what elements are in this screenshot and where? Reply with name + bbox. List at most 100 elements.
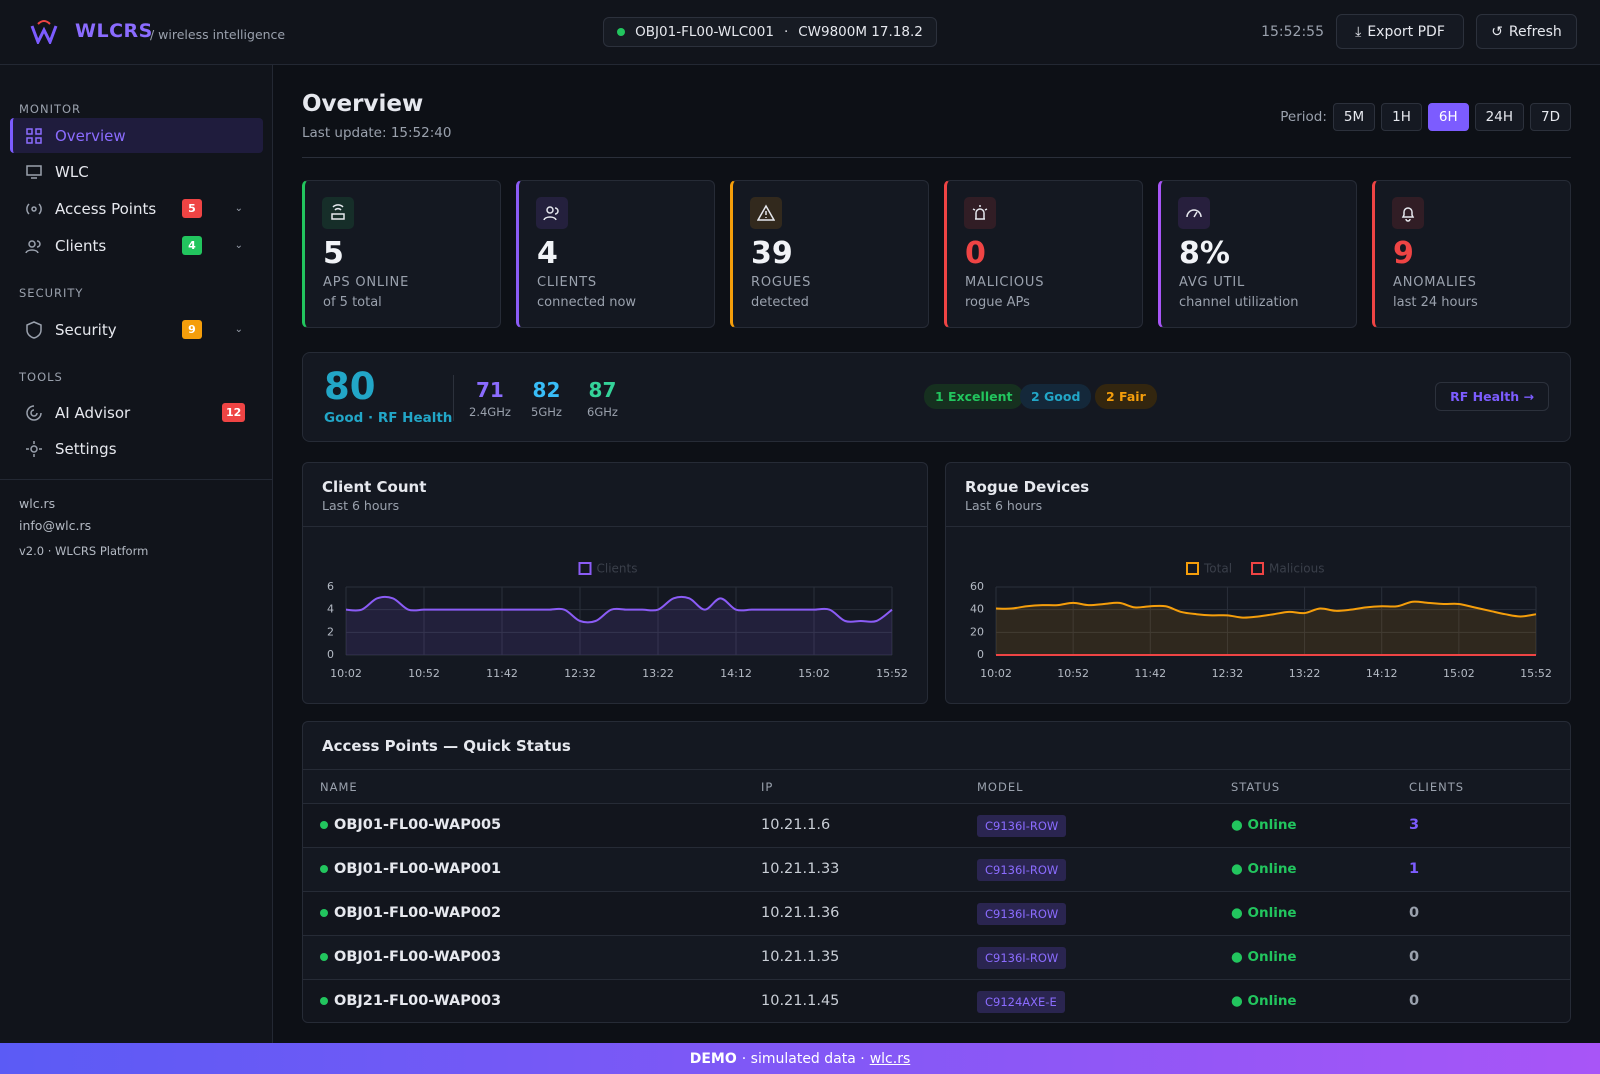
stat-label: CLIENTS [537,275,597,290]
ap-clients: 1 [1409,861,1420,877]
nav-item[interactable]: Settings [10,431,263,466]
table-row[interactable]: OBJ21-FL00-WAP003 10.21.1.45 C9124AXE-E ● O… [303,979,1570,1022]
nav-label: Settings [55,439,117,458]
status-dot [320,909,328,917]
column-header: MODEL [977,780,1024,794]
icon-path [26,440,42,457]
demo-banner: DEMO · simulated data · wlc.rs [0,1043,1600,1074]
nav-item[interactable]: Overview [10,118,263,153]
nav-item[interactable]: WLC [10,154,263,189]
period-button[interactable]: 6H [1427,103,1469,131]
table-title: Access Points — Quick Status [322,737,571,755]
x-tick-label: 11:42 [1134,667,1166,680]
legend-swatch [1186,562,1199,575]
column-header: IP [761,780,774,794]
period-button[interactable]: 7D [1530,103,1571,131]
stat-icon [750,197,782,229]
y-tick-label: 40 [970,603,984,616]
rating-pill: 1 Excellent [924,384,1024,409]
y-tick-label: 0 [977,648,984,661]
icon-path [543,206,559,221]
export-button[interactable]: ⤓ Export PDF [1336,14,1464,49]
nav-item[interactable]: Access Points 5 ⌄ [10,191,263,226]
y-tick-label: 6 [327,580,334,593]
x-tick-label: 15:02 [798,667,830,680]
chevron: ⌄ [234,324,243,335]
nav-item[interactable]: Security 9 ⌄ [10,312,263,347]
icon [26,202,42,215]
nav-label: AI Advisor [55,403,131,422]
band: 82 5GHz [531,378,562,419]
icon [757,204,775,221]
stat-note: last 24 hours [1393,295,1478,310]
ap-model: C9136I-ROW [977,903,1067,925]
stat-note: detected [751,295,809,310]
table-row[interactable]: OBJ01-FL00-WAP001 10.21.1.33 C9136I-ROW ● O… [303,847,1570,891]
platform-version: v2.0 · WLCRS Platform [19,544,149,558]
table-row[interactable]: OBJ01-FL00-WAP002 10.21.1.36 C9136I-ROW ● O… [303,891,1570,935]
ap-ip: 10.21.1.35 [761,949,840,965]
rating-pill: 2 Good [1020,384,1092,409]
column-header: CLIENTS [1409,780,1465,794]
y-tick-label: 60 [970,580,984,593]
ap-clients: 0 [1409,993,1420,1009]
stat-card: 8% AVG UTIL channel utilization [1158,180,1357,328]
table-row[interactable]: OBJ01-FL00-WAP005 10.21.1.6 C9136I-ROW ● On… [303,803,1570,847]
divider [302,157,1571,158]
period-label: Period: [1280,109,1327,125]
band-score: 82 [532,378,561,402]
rating-pill: 2 Fair [1095,384,1157,409]
status-dot [320,953,328,961]
band-label: 6GHz [587,405,618,419]
x-tick-label: 14:12 [720,667,752,680]
legend-label: Clients [597,562,638,576]
band-label: 5GHz [531,405,562,419]
demo-link[interactable]: wlc.rs [869,1050,911,1067]
last-update: Last update: 15:52:40 [302,125,452,141]
band: 87 6GHz [587,378,618,419]
icon-path [26,320,42,339]
stat-value: 0 [965,236,986,271]
nav-item[interactable]: Clients 4 ⌄ [10,228,263,263]
chart: 0 2 4 6 10:02 10:52 11:42 12:32 13:22 14:12 15:02 1… [327,562,908,681]
chart-panel: Rogue Devices Last 6 hours 0 20 40 60 10:02 10:… [945,462,1571,704]
nav-item[interactable]: AI Advisor 12 [10,395,263,430]
ap-name: OBJ01-FL00-WAP002 [334,905,502,921]
email-link[interactable]: info@wlc.rs [19,518,92,533]
sidebar: MONITOR Overview WLC Access Points 5 ⌄ Clients… [0,65,273,1043]
icon [543,206,559,221]
icon-path [331,204,345,220]
demo-label: DEMO [689,1050,737,1067]
chart-title: Rogue Devices [965,478,1090,496]
period-button[interactable]: 24H [1474,103,1525,131]
ap-status-cell: ● Online [1231,949,1297,965]
header-divider [303,769,1570,770]
icon-path [25,239,41,253]
nav-label: Access Points [55,199,157,218]
ap-model: C9136I-ROW [977,947,1067,969]
legend-label: Total [1203,562,1232,576]
y-tick-label: 20 [970,625,984,638]
rf-health-link[interactable]: RF Health → [1435,382,1549,411]
ap-status: Online [1247,993,1297,1009]
refresh-button[interactable]: ↺ Refresh [1476,14,1577,49]
icon-path [26,404,42,421]
stat-value: 9 [1393,236,1414,271]
icon-path [26,127,42,144]
table-row[interactable]: OBJ01-FL00-WAP003 10.21.1.35 C9136I-ROW ● O… [303,935,1570,979]
ap-name: OBJ21-FL00-WAP003 [334,993,502,1009]
period-button[interactable]: 5M [1332,103,1376,131]
stat-note: channel utilization [1179,295,1299,310]
stat-value: 5 [323,236,344,271]
chart-subtitle: Last 6 hours [322,498,400,513]
icon [26,127,42,144]
ap-name: OBJ01-FL00-WAP005 [334,817,502,833]
site-link[interactable]: wlc.rs [19,496,56,511]
nav-badge: 4 [182,236,202,255]
stat-label: MALICIOUS [965,275,1045,290]
tagline: / wireless intelligence [150,27,286,42]
x-tick-label: 12:32 [1212,667,1244,680]
period-button[interactable]: 1H [1381,103,1422,131]
icon [331,204,345,220]
